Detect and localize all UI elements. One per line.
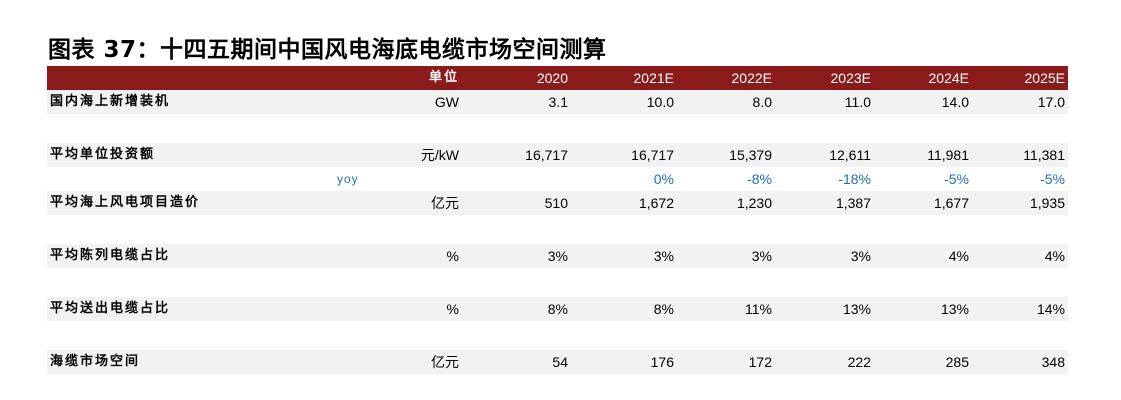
row-label: yoy [337,172,359,186]
cell-value: 3% [850,248,871,264]
cell-value: 1,230 [736,195,772,211]
cell-value: 14% [1036,301,1065,317]
cell-value: 285 [945,354,969,370]
table-row: 平均单位投资额 元/kW 16,717 16,717 15,379 12,611… [47,143,1068,167]
row-label: 平均送出电缆占比 [50,301,171,316]
table-row: 国内海上新增装机 GW 3.1 10.0 8.0 11.0 14.0 17.0 [47,90,1068,114]
cell-value: -5% [944,171,969,187]
cell-value: -5% [1040,171,1065,187]
cell-value: 3% [751,248,772,264]
cell-value: 16,717 [631,147,674,163]
header-unit: 单位 [428,70,459,85]
table-row: yoy 0% -8% -18% -5% -5% [47,167,1068,191]
row-unit: GW [434,94,459,110]
table-header: 单位 2020 2021E 2022E 2023E 2024E 2025E [47,66,1068,90]
cell-value: 510 [544,195,568,211]
header-year: 2025E [1024,70,1065,86]
cell-value: 54 [552,354,568,370]
cell-value: 13% [842,301,871,317]
row-label: 平均陈列电缆占比 [50,248,171,263]
cell-value: 3% [547,248,568,264]
row-label: 国内海上新增装机 [50,94,171,109]
cell-value: 11.0 [844,94,871,110]
row-label: 海缆市场空间 [50,354,141,369]
cell-value: 14.0 [941,94,969,110]
cell-value: 3.1 [548,94,568,110]
cell-value: 176 [650,354,674,370]
page-title: 图表 37：十四五期间中国风电海底电缆市场空间测算 [48,37,607,63]
table-row: 海缆市场空间 亿元 54 176 172 222 285 348 [47,350,1068,374]
row-unit: % [446,248,459,264]
row-spacer [47,114,1068,143]
cell-value: 8% [653,301,674,317]
row-unit: % [446,301,459,317]
cell-value: 8.0 [752,94,772,110]
table-row: 平均送出电缆占比 % 8% 8% 11% 13% 13% 14% [47,297,1068,321]
cell-value: 12,611 [829,147,871,163]
row-unit: 亿元 [431,354,459,370]
row-unit: 元/kW [420,147,459,163]
cell-value: 0% [653,171,674,187]
cell-value: 11,981 [927,147,969,163]
table-row: 平均海上风电项目造价 亿元 510 1,672 1,230 1,387 1,67… [47,191,1068,215]
cell-value: 348 [1041,354,1065,370]
cell-value: 15,379 [729,147,772,163]
cell-value: -8% [747,171,772,187]
row-label: 平均单位投资额 [50,147,156,162]
cell-value: 1,677 [933,195,969,211]
row-spacer [47,215,1068,244]
cell-value: 16,717 [525,147,568,163]
cell-value: 172 [748,354,772,370]
row-unit: 亿元 [431,195,459,211]
header-year: 2022E [731,70,772,86]
cell-value: 1,387 [835,195,871,211]
cell-value: 1,672 [638,195,674,211]
cell-value: 17.0 [1037,94,1065,110]
cell-value: 11% [745,301,772,317]
row-spacer [47,321,1068,350]
cell-value: -18% [838,171,871,187]
header-year: 2023E [830,70,871,86]
cell-value: 1,935 [1029,195,1065,211]
market-table: 单位 2020 2021E 2022E 2023E 2024E 2025E 国内… [47,66,1068,374]
cell-value: 10.0 [646,94,674,110]
header-year: 2021E [633,70,674,86]
cell-value: 4% [1044,248,1065,264]
cell-value: 222 [847,354,871,370]
cell-value: 8% [547,301,568,317]
row-label: 平均海上风电项目造价 [50,195,201,210]
row-spacer [47,268,1068,297]
cell-value: 13% [940,301,969,317]
table-row: 平均陈列电缆占比 % 3% 3% 3% 3% 4% 4% [47,244,1068,268]
cell-value: 11,381 [1023,147,1065,163]
header-year: 2024E [928,70,969,86]
cell-value: 4% [948,248,969,264]
cell-value: 3% [653,248,674,264]
header-year: 2020 [536,70,568,86]
